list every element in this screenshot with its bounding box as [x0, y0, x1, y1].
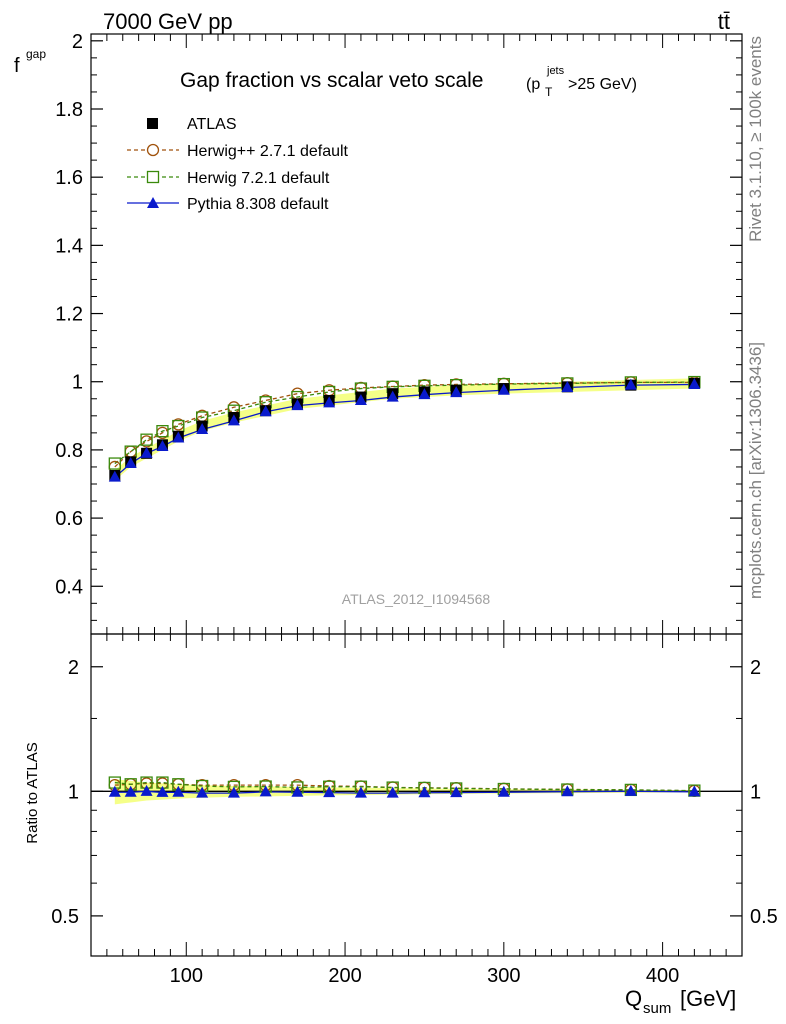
ratio-point-pythia: [227, 786, 240, 798]
y-tick-label: 1: [72, 372, 83, 394]
data-point-pythia: [450, 386, 463, 398]
legend-label-atlas: ATLAS: [187, 116, 237, 133]
ratio-y-tick-label-right: 1: [750, 781, 761, 803]
y-tick-label: 0.6: [55, 508, 83, 530]
data-point-pythia: [418, 388, 431, 400]
data-point-pythia: [291, 399, 304, 411]
ratio-y-tick-label-right: 0.5: [750, 906, 778, 928]
legend-label-herwigpp: Herwig++ 2.7.1 default: [187, 143, 349, 160]
data-point-pythia: [624, 378, 637, 390]
y-tick-label: 2: [72, 31, 83, 53]
ratio-panel-frame: [90, 633, 743, 957]
ratio-point-pythia: [688, 785, 701, 797]
data-point-pythia: [354, 393, 367, 405]
data-point-pythia: [259, 405, 272, 417]
data-point-pythia: [124, 457, 137, 469]
data-point-pythia: [688, 377, 701, 389]
ratio-panel-series: [108, 776, 701, 798]
ratio-y-tick-label-left: 0.5: [51, 906, 79, 928]
series-line-herwig7: [114, 381, 695, 465]
title-cut-sup: jets: [546, 65, 565, 77]
y-tick-label: 0.8: [55, 440, 83, 462]
data-point-pythia: [386, 390, 399, 402]
ratio-point-pythia: [418, 786, 431, 798]
data-point-pythia: [497, 383, 510, 395]
process-label: tt̄: [718, 9, 730, 34]
x-tick-label: 400: [646, 965, 679, 987]
ratio-point-pythia: [140, 784, 153, 796]
data-point-herwig7: [108, 457, 121, 470]
ratio-point-pythia: [354, 786, 367, 798]
x-axis-label-unit: [GeV]: [680, 986, 736, 1011]
legend-marker-pythia: [147, 197, 159, 208]
ratio-point-pythia: [108, 785, 121, 797]
x-tick-label: 100: [170, 965, 203, 987]
main-panel-y-ticks: 0.4 0.6 0.8 1 1.2 1.4 1.6 1.8 2: [55, 31, 742, 634]
ratio-point-pythia: [156, 785, 169, 797]
y-tick-label: 1.2: [55, 304, 83, 326]
title-cut-suffix: >25 GeV): [568, 76, 637, 93]
y-tick-label: 1.8: [55, 99, 83, 121]
ratio-point-pythia: [259, 785, 272, 797]
data-point-pythia: [227, 414, 240, 426]
x-tick-label: 300: [487, 965, 520, 987]
main-panel-series: [108, 375, 701, 482]
x-tick-label: 200: [328, 965, 361, 987]
legend-item-herwig7: Herwig 7.2.1 default: [127, 170, 330, 187]
x-axis-label-sub: sum: [643, 1000, 671, 1017]
ratio-point-pythia: [497, 785, 510, 797]
legend-marker-atlas: [147, 118, 158, 129]
collision-label: 7000 GeV pp: [103, 9, 233, 34]
ratio-point-pythia: [124, 785, 137, 797]
legend-label-pythia: Pythia 8.308 default: [187, 196, 329, 213]
main-panel: 0.4 0.6 0.8 1 1.2 1.4 1.6 1.8 2 Gap fraction vs …: [14, 31, 743, 635]
legend-marker-herwigpp: [146, 143, 160, 157]
data-point-pythia: [561, 381, 574, 393]
ratio-y-axis-label: Ratio to ATLAS: [24, 742, 41, 843]
y-tick-label: 1.6: [55, 167, 83, 189]
legend-marker-herwig7: [146, 170, 160, 184]
mcplots-label: mcplots.cern.ch [arXiv:1306.3436]: [746, 342, 765, 599]
ratio-point-pythia: [386, 786, 399, 798]
data-point-pythia: [196, 422, 209, 434]
y-axis-label-sub: gap: [26, 47, 46, 61]
data-point-pythia: [323, 396, 336, 408]
legend-label-herwig7: Herwig 7.2.1 default: [187, 170, 330, 187]
ratio-point-pythia: [561, 785, 574, 797]
ratio-point-pythia: [291, 785, 304, 797]
legend-item-atlas: ATLAS: [147, 116, 237, 133]
ratio-line-herwig7: [114, 781, 695, 792]
legend: ATLAS Herwig++ 2.7.1 default Herwig 7.2.…: [127, 116, 349, 213]
data-point-pythia: [108, 470, 121, 482]
ratio-point-pythia: [624, 784, 637, 796]
analysis-label: ATLAS_2012_I1094568: [342, 591, 491, 607]
data-point-pythia: [172, 431, 185, 443]
ratio-y-tick-label-left: 2: [68, 657, 79, 679]
legend-item-herwigpp: Herwig++ 2.7.1 default: [127, 143, 349, 160]
x-axis-label: Q: [625, 986, 642, 1011]
ratio-point-pythia: [323, 786, 336, 798]
title-cut-prefix: (p: [526, 76, 540, 93]
data-point-pythia: [140, 446, 153, 458]
data-point-herwig7: [156, 425, 169, 438]
y-axis-label: f: [14, 55, 20, 77]
rivet-label: Rivet 3.1.10, ≥ 100k events: [746, 36, 765, 242]
title-cut-sub: T: [545, 85, 553, 99]
chart-title: Gap fraction vs scalar veto scale: [180, 69, 483, 92]
data-point-pythia: [156, 440, 169, 451]
y-tick-label: 1.4: [55, 235, 83, 257]
ratio-panel-ticks: 100 200 300 400 0.5 0.5 1 1 2 2: [51, 634, 778, 987]
y-tick-label: 0.4: [55, 576, 83, 598]
ratio-y-tick-label-left: 1: [68, 781, 79, 803]
ratio-y-tick-label-right: 2: [750, 657, 761, 679]
ratio-point-pythia: [450, 786, 463, 798]
ratio-point-pythia: [196, 786, 209, 798]
ratio-point-pythia: [172, 785, 185, 797]
data-point-herwig7: [140, 433, 153, 446]
legend-item-pythia: Pythia 8.308 default: [127, 196, 329, 213]
